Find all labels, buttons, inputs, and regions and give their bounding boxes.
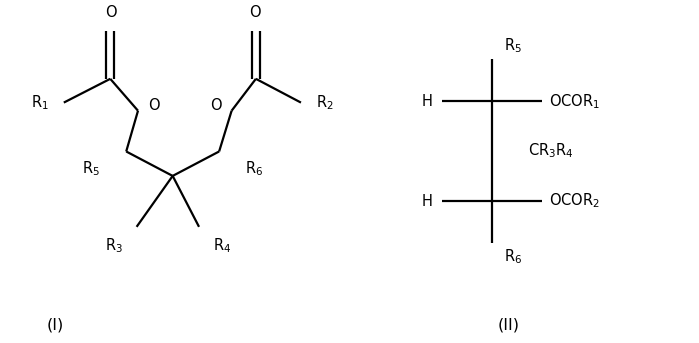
Text: (II): (II): [498, 318, 520, 333]
Text: R$_4$: R$_4$: [213, 236, 231, 255]
Text: OCOR$_1$: OCOR$_1$: [549, 92, 600, 110]
Text: O: O: [105, 5, 117, 21]
Text: H: H: [421, 94, 433, 109]
Text: O: O: [210, 98, 222, 114]
Text: H: H: [421, 193, 433, 209]
Text: O: O: [250, 5, 261, 21]
Text: R$_5$: R$_5$: [82, 159, 100, 178]
Text: R$_2$: R$_2$: [316, 93, 334, 112]
Text: OCOR$_2$: OCOR$_2$: [549, 192, 600, 210]
Text: (I): (I): [46, 318, 64, 333]
Text: R$_3$: R$_3$: [105, 236, 123, 255]
Text: O: O: [147, 98, 159, 114]
Text: CR$_3$R$_4$: CR$_3$R$_4$: [528, 142, 573, 161]
Text: R$_5$: R$_5$: [504, 36, 522, 55]
Text: R$_6$: R$_6$: [245, 159, 264, 178]
Text: R$_6$: R$_6$: [504, 247, 522, 266]
Text: R$_1$: R$_1$: [31, 93, 48, 112]
